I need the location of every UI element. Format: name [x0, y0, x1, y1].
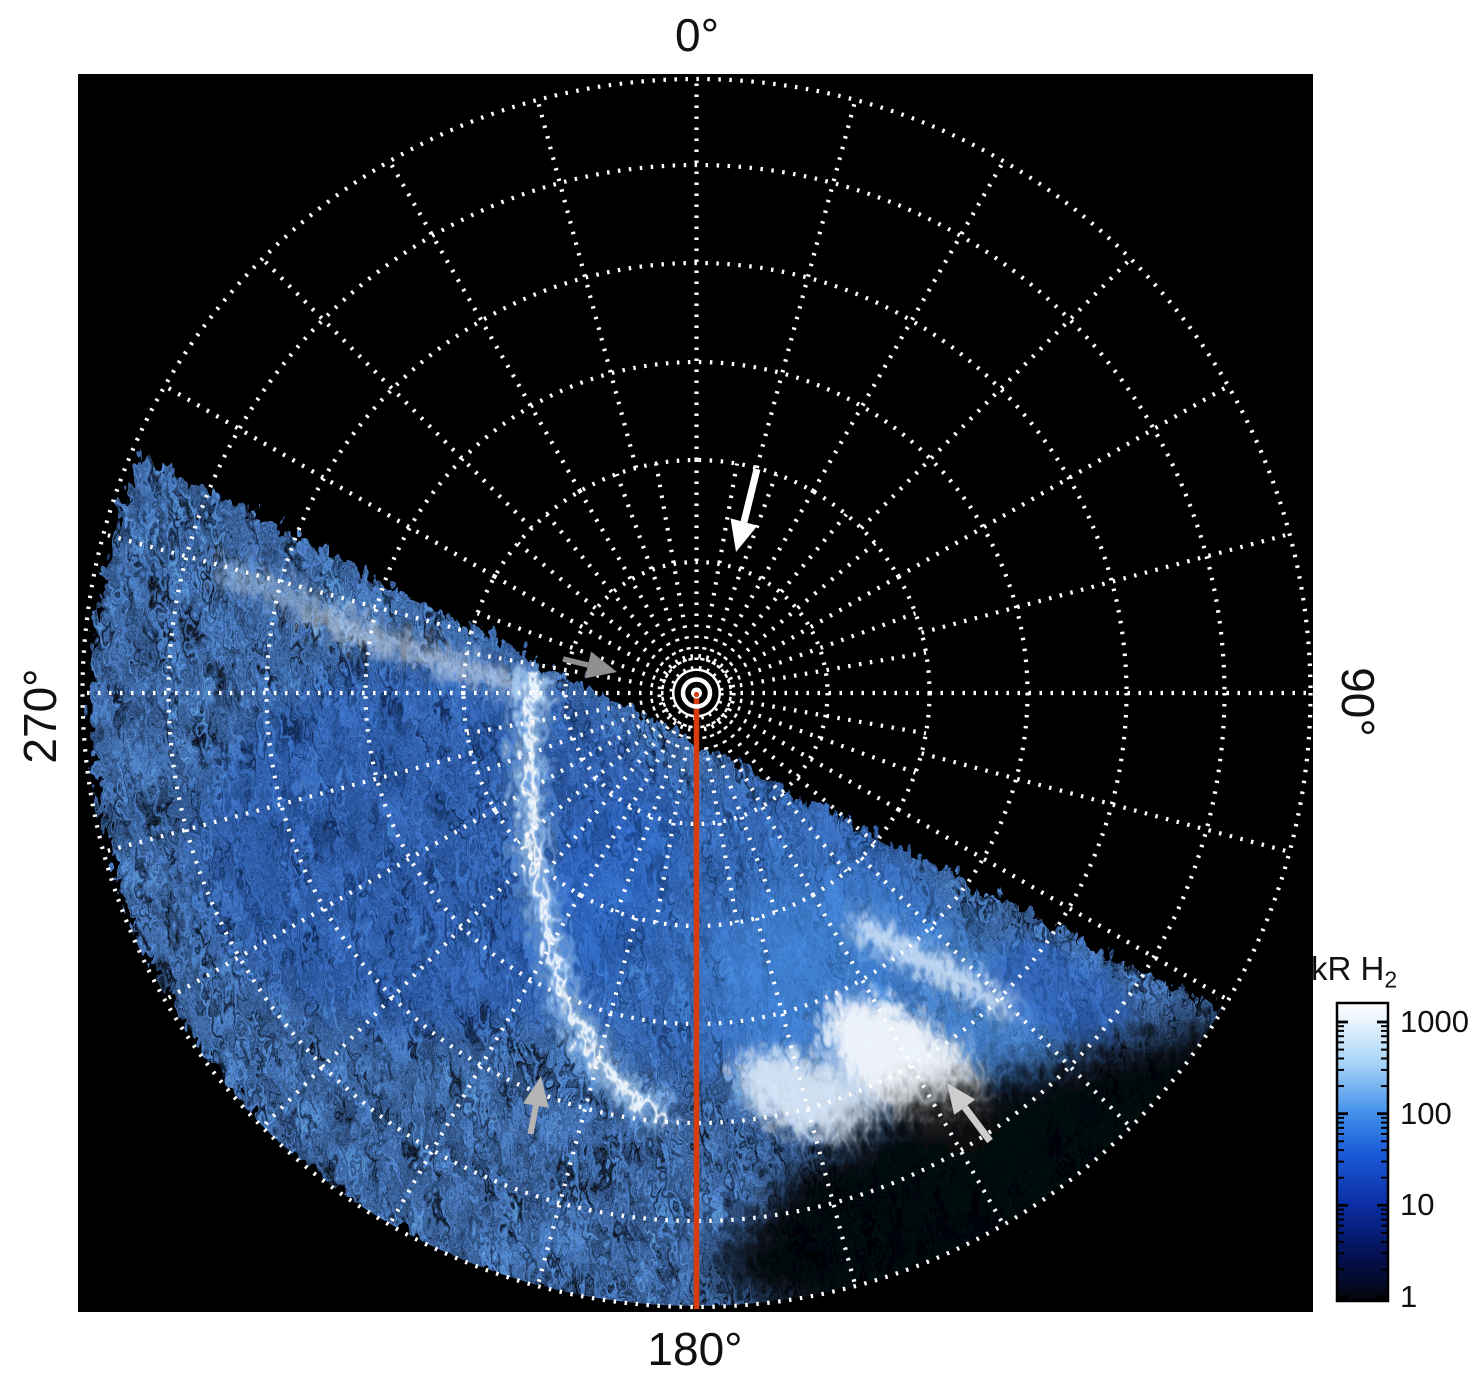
grid-spoke	[714, 702, 900, 812]
pole-red-dot	[693, 691, 700, 698]
angle-label-0: 0°	[675, 9, 719, 61]
colorbar-tick-1000: 1000	[1400, 1004, 1469, 1039]
grid-ring	[264, 260, 1129, 1126]
grid-spoke	[717, 650, 927, 692]
polar-grid	[80, 76, 1313, 1310]
gray-arrow-bottom	[523, 1076, 549, 1135]
grid-spoke	[578, 711, 688, 896]
grid-spoke	[702, 712, 779, 913]
grid-spoke	[493, 574, 679, 684]
colorbar-gradient	[1335, 1001, 1390, 1303]
colorbar-tick-1: 1	[1400, 1279, 1418, 1314]
main-auroral-arc	[505, 660, 667, 1123]
white-arrow	[730, 468, 761, 552]
gray-arrow-near-pole	[562, 651, 617, 679]
grid-spoke	[705, 490, 815, 675]
grid-spoke	[614, 712, 691, 913]
grid-ring	[363, 359, 1030, 1027]
colorbar-title: kR H2	[1311, 950, 1397, 994]
grid-spoke	[698, 463, 740, 672]
grid-spoke	[714, 574, 900, 684]
colorbar-tick-10: 10	[1400, 1187, 1435, 1222]
grid-spoke	[709, 708, 848, 873]
grid-ring	[669, 665, 724, 721]
grid-ring	[80, 76, 1313, 1310]
grid-spoke	[712, 705, 877, 845]
grid-spoke	[545, 513, 684, 678]
grid-spoke	[698, 714, 740, 923]
annotation-arrows	[523, 468, 993, 1144]
grid-spoke	[476, 698, 677, 775]
grid-spoke	[705, 711, 815, 896]
pole-marker	[680, 677, 713, 1309]
grid-spoke	[716, 611, 917, 688]
angle-label-90: 90°	[1332, 667, 1384, 737]
grid-spoke	[476, 611, 677, 688]
grid-spoke	[702, 473, 779, 674]
colorbar-ticks	[1337, 1020, 1388, 1299]
grid-spoke	[578, 490, 688, 675]
angle-label-180: 180°	[647, 1323, 743, 1375]
pole-ring	[680, 677, 713, 709]
grid-spoke	[709, 513, 848, 678]
colorbar	[1335, 1001, 1390, 1303]
grid-ring	[166, 162, 1227, 1224]
grid-spoke	[716, 698, 917, 775]
colorbar-title-subscript: 2	[1384, 966, 1398, 993]
colorbar-tick-100: 100	[1400, 1096, 1452, 1131]
grid-spoke	[653, 714, 695, 923]
light-gray-arrow	[947, 1083, 993, 1144]
colorbar-title-text: kR H	[1311, 950, 1385, 987]
grid-spoke	[712, 541, 877, 681]
grid-ring	[563, 559, 830, 827]
angle-label-270: 270°	[14, 668, 66, 764]
grid-spoke	[466, 694, 676, 736]
grid-spoke	[653, 463, 695, 672]
grid-spoke	[717, 694, 927, 736]
grid-spoke	[493, 702, 679, 812]
grid-spoke	[466, 650, 676, 692]
grid-spoke	[545, 708, 684, 873]
grid-spoke	[516, 705, 681, 845]
grid-spoke	[614, 473, 691, 674]
grid-spoke	[516, 541, 681, 681]
